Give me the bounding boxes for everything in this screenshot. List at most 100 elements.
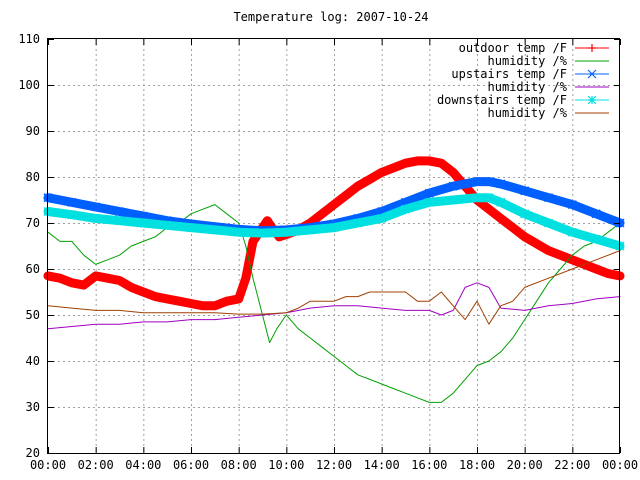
y-tick-label: 40 (26, 354, 40, 368)
series-point (234, 227, 244, 237)
legend-label: downstairs temp /F (437, 93, 567, 107)
series-point (91, 202, 101, 212)
series-point (234, 294, 243, 303)
series-point (544, 246, 553, 255)
series-point (67, 197, 77, 207)
x-tick-label: 14:00 (364, 458, 400, 472)
series-point (241, 274, 250, 283)
series-point (114, 216, 125, 226)
x-tick-label: 00:00 (602, 458, 638, 472)
series-point (449, 168, 458, 177)
series-point (91, 213, 101, 223)
series-point (281, 227, 291, 237)
y-tick-label: 70 (26, 216, 40, 230)
series-point (472, 177, 482, 187)
series-layer (43, 156, 625, 403)
series-point (448, 195, 458, 205)
series-line (43, 156, 625, 311)
x-tick-label: 04:00 (125, 458, 161, 472)
chart-title: Temperature log: 2007-10-24 (233, 10, 428, 24)
series-point (91, 271, 100, 280)
series-point (496, 197, 506, 207)
series-point (330, 200, 338, 209)
x-tick-label: 18:00 (459, 458, 495, 472)
series-line (47, 204, 621, 403)
series-point (175, 297, 184, 306)
series-point (484, 193, 494, 203)
series-point (543, 218, 554, 228)
series-point (163, 294, 172, 303)
y-tick-label: 20 (26, 446, 40, 460)
legend-label: humidity /% (488, 106, 568, 120)
series-point (329, 223, 339, 233)
y-tick-label: 50 (26, 308, 40, 322)
x-tick-label: 16:00 (411, 458, 447, 472)
series-point (377, 213, 387, 223)
series-group (47, 250, 621, 325)
series-point (103, 274, 112, 283)
y-tick-label: 30 (26, 400, 40, 414)
x-tick-label: 10:00 (268, 458, 304, 472)
y-tick-label: 80 (26, 170, 40, 184)
series-point (186, 223, 196, 233)
series-point (543, 193, 554, 203)
series-point (401, 159, 410, 168)
series-point (520, 232, 529, 241)
series-point (413, 156, 422, 165)
series-point (496, 179, 506, 189)
series-point (587, 69, 597, 79)
series-point (532, 239, 541, 248)
series-point (222, 297, 231, 306)
y-tick-label: 60 (26, 262, 40, 276)
series-point (484, 177, 494, 187)
series-point (263, 216, 272, 225)
series-point (484, 205, 493, 214)
legend-label: humidity /% (488, 54, 568, 68)
series-point (138, 218, 148, 228)
series-group (47, 282, 621, 330)
series-point (198, 301, 207, 310)
y-tick-label: 100 (18, 78, 40, 92)
axes: 20 30 40 50 60 70 80 90 100 110 00:00 02:00 04:00 06:… (18, 32, 638, 472)
series-point (248, 237, 257, 246)
series-point (151, 292, 160, 301)
x-tick-label: 08:00 (221, 458, 257, 472)
series-point (437, 159, 446, 168)
series-point (520, 209, 530, 219)
series-point (425, 156, 434, 165)
series-line (47, 250, 621, 325)
series-point (127, 283, 136, 292)
series-point (67, 210, 77, 220)
series-group (47, 204, 621, 403)
y-tick-label: 90 (26, 124, 40, 138)
series-point (377, 168, 386, 177)
series-point (187, 299, 195, 308)
series-point (448, 181, 458, 191)
legend-label: outdoor temp /F (459, 41, 567, 55)
series-point (424, 197, 434, 207)
series-point (341, 191, 350, 200)
series-line (47, 282, 621, 330)
x-tick-label: 22:00 (554, 458, 590, 472)
y-tick-label: 110 (18, 32, 40, 46)
series-point (353, 218, 363, 228)
plot-frame (47, 38, 620, 454)
series-point (472, 193, 482, 203)
series-point (587, 95, 597, 105)
series-point (591, 234, 601, 244)
series-point (162, 220, 172, 230)
x-tick-label: 02:00 (78, 458, 114, 472)
series-point (318, 209, 327, 218)
series-point (55, 274, 64, 283)
series-point (496, 214, 505, 223)
series-point (592, 265, 601, 273)
x-tick-label: 12:00 (316, 458, 352, 472)
series-point (114, 206, 125, 217)
series-point (115, 276, 124, 285)
legend-label: humidity /% (488, 80, 568, 94)
series-point (568, 255, 577, 264)
series-point (424, 188, 434, 198)
series-point (567, 227, 577, 237)
x-tick-label: 06:00 (173, 458, 209, 472)
series-point (210, 225, 220, 235)
